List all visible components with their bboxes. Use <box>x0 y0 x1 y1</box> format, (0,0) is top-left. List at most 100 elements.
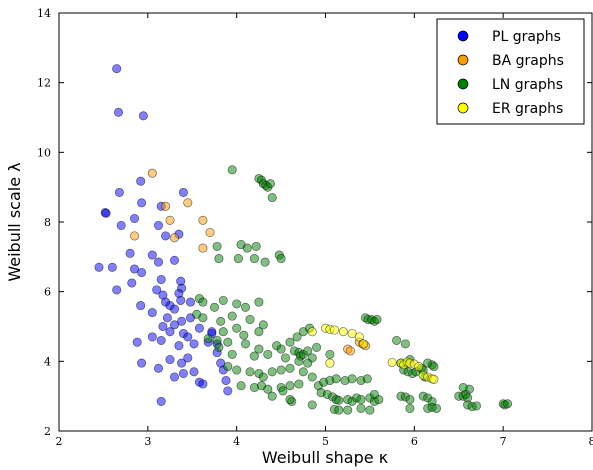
data-point <box>232 365 242 375</box>
x-tick-label: 8 <box>589 435 593 448</box>
data-point <box>338 327 348 337</box>
data-point <box>307 327 317 337</box>
x-tick-label: 6 <box>411 435 418 448</box>
legend-marker <box>457 78 469 90</box>
data-point <box>254 297 264 307</box>
data-point <box>198 313 208 323</box>
data-point <box>223 337 233 347</box>
data-point <box>183 353 193 363</box>
data-point <box>245 367 255 377</box>
y-tick-label: 10 <box>37 146 51 159</box>
data-point <box>165 355 175 365</box>
data-point <box>101 208 111 218</box>
data-point <box>125 248 135 258</box>
data-point <box>276 365 286 375</box>
data-point <box>278 386 288 396</box>
data-point <box>334 405 344 415</box>
data-point <box>212 241 222 251</box>
data-point <box>216 316 226 326</box>
data-point <box>112 285 122 295</box>
data-point <box>356 395 366 405</box>
x-tick-label: 5 <box>322 435 329 448</box>
data-point <box>178 187 188 197</box>
legend-label: LN graphs <box>492 77 563 93</box>
data-point <box>362 374 372 384</box>
data-point <box>263 349 273 359</box>
data-point <box>359 339 369 349</box>
data-point <box>156 396 166 406</box>
data-point <box>236 381 246 391</box>
data-point <box>298 367 308 377</box>
data-point <box>114 187 124 197</box>
data-point <box>116 220 126 231</box>
data-point <box>429 374 439 384</box>
y-tick-label: 6 <box>44 286 51 299</box>
data-point <box>152 285 162 295</box>
x-tick-label: 3 <box>144 435 151 448</box>
data-point <box>249 254 259 264</box>
data-point <box>285 381 295 391</box>
data-point <box>392 335 402 345</box>
data-point <box>129 213 140 224</box>
data-point <box>137 198 147 208</box>
data-point <box>227 311 237 321</box>
data-point <box>365 405 375 415</box>
data-point <box>94 262 104 272</box>
data-point <box>276 344 286 354</box>
data-point <box>285 337 295 347</box>
data-point <box>267 367 277 377</box>
x-tick-label: 7 <box>500 435 507 448</box>
data-point <box>178 368 188 379</box>
data-point <box>214 342 224 352</box>
data-point <box>169 233 180 243</box>
data-point <box>325 358 335 368</box>
data-point <box>185 297 196 307</box>
data-point <box>503 399 513 409</box>
data-point <box>265 179 275 189</box>
data-point <box>183 332 193 342</box>
data-point <box>372 314 382 325</box>
data-point <box>198 215 208 225</box>
data-point <box>113 107 124 117</box>
data-point <box>292 332 302 342</box>
data-point <box>303 346 313 356</box>
data-point <box>458 382 468 393</box>
data-points-layer <box>94 64 513 415</box>
data-point <box>209 302 220 312</box>
data-point <box>153 220 164 231</box>
data-point <box>325 349 335 359</box>
data-point <box>205 227 215 237</box>
data-point <box>345 346 355 356</box>
series-pl-graphs <box>94 64 233 406</box>
data-point <box>258 372 268 382</box>
data-point <box>414 362 424 372</box>
data-point <box>189 367 199 377</box>
data-point <box>242 243 252 253</box>
axis-ticks-layer: 2 3 4 5 6 7 8 2 4 6 8 10 12 14 <box>37 7 593 448</box>
data-point <box>312 342 322 352</box>
data-point <box>232 299 242 309</box>
data-point <box>263 384 273 394</box>
legend-label: BA graphs <box>492 53 564 69</box>
data-point <box>343 405 353 415</box>
data-point <box>147 308 157 318</box>
data-point <box>285 395 295 405</box>
legend: PL graphs BA graphs LN graphs ER graphs <box>436 18 585 125</box>
data-point <box>280 353 291 363</box>
x-tick-label: 4 <box>233 435 240 448</box>
data-point <box>245 314 255 325</box>
data-point <box>161 201 171 211</box>
y-tick-label: 2 <box>44 425 51 438</box>
data-point <box>136 176 146 186</box>
data-point <box>307 400 317 410</box>
data-point <box>387 357 397 367</box>
data-point <box>162 313 172 323</box>
data-point <box>137 267 147 278</box>
data-point <box>405 403 415 413</box>
data-point <box>132 337 142 347</box>
data-point <box>169 255 180 265</box>
data-point <box>249 351 259 361</box>
data-point <box>223 386 233 396</box>
data-point <box>214 254 224 264</box>
data-point <box>294 379 304 389</box>
